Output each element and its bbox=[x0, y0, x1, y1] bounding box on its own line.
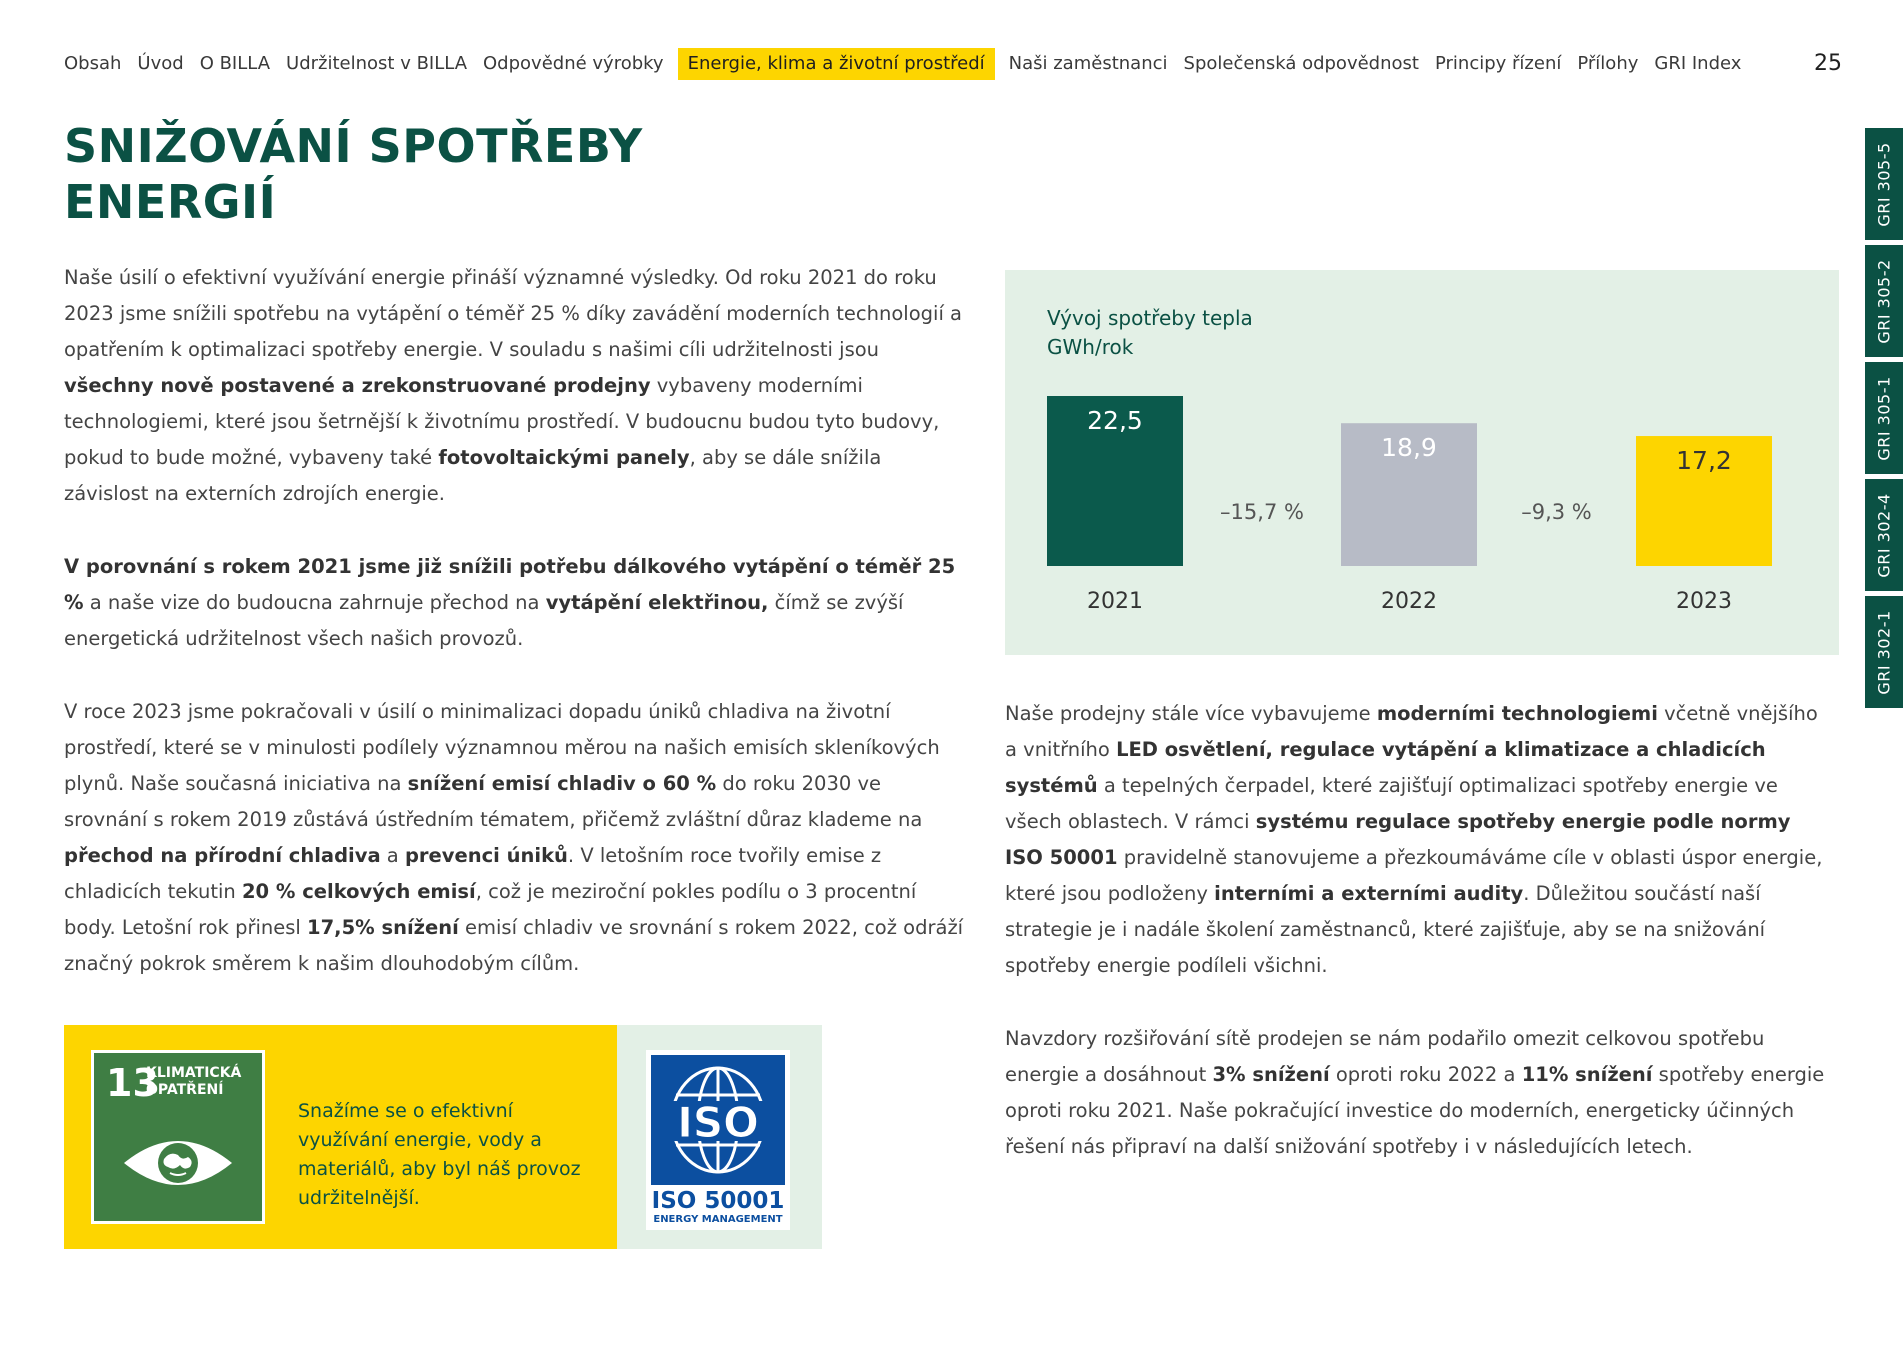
nav-menu: Obsah Úvod O BILLA Udržitelnost v BILLA Odpo… bbox=[64, 48, 1749, 80]
chart-canvas: 22,5 2021 18,9 2022 17,2 2023 –15,7 % –9,3 % bbox=[1047, 396, 1772, 614]
refrigerant-paragraph: V roce 2023 jsme pokračovali v úsilí o m… bbox=[64, 694, 964, 982]
text-run: pravidelně stanovujeme a přezkoumáváme c… bbox=[1005, 846, 1823, 905]
nav-item-8[interactable]: Společenská odpovědnost bbox=[1183, 53, 1419, 74]
gri-tab-4[interactable]: GRI 302-4 bbox=[1865, 479, 1903, 591]
technology-paragraph: Naše prodejny stále více vybavujeme mode… bbox=[1005, 696, 1835, 984]
gri-tab-label: GRI 305-5 bbox=[1874, 141, 1894, 227]
bold-text: vytápění elektřinou, bbox=[545, 591, 769, 614]
nav-item-3[interactable]: O BILLA bbox=[199, 53, 271, 74]
gri-tab-label: GRI 305-1 bbox=[1874, 375, 1894, 461]
nav-item-6[interactable]: Energie, klima a životní prostředí bbox=[677, 48, 995, 80]
bold-text: fotovoltaickými panely bbox=[438, 446, 690, 469]
bar-value-label: 18,9 bbox=[1381, 433, 1437, 462]
text-run: do roku 2030 ve srovnání s rokem 2019 zů… bbox=[64, 772, 923, 831]
nav-item-9[interactable]: Principy řízení bbox=[1434, 53, 1562, 74]
sdg-text: Snažíme se o efektivní využívání energie… bbox=[298, 1100, 581, 1209]
text-run: emisí chladiv ve srovnání s rokem 2022, … bbox=[64, 916, 964, 975]
bold-text: interními a externími audity bbox=[1214, 882, 1524, 905]
bar-2021 bbox=[1047, 396, 1183, 566]
bold-text: moderními technologiemi bbox=[1376, 702, 1658, 725]
nav-item-4[interactable]: Udržitelnost v BILLA bbox=[286, 53, 468, 74]
bar-value-label: 22,5 bbox=[1087, 406, 1143, 435]
nav-item-10[interactable]: Přílohy bbox=[1577, 53, 1639, 74]
bold-text: snížení emisí chladiv o 60 % bbox=[407, 772, 717, 795]
text-run: spotřeby energie oproti roku 2021. Naše … bbox=[1005, 1063, 1825, 1158]
bold-text: 11% snížení bbox=[1521, 1063, 1653, 1086]
bold-text: 17,5% snížení bbox=[307, 916, 459, 939]
bold-text: LED osvětlení, regulace vytápění a klima… bbox=[1005, 738, 1766, 797]
change-label: –9,3 % bbox=[1521, 500, 1592, 524]
chart-unit: GWh/rok bbox=[1047, 335, 1134, 359]
text-run: Naše prodejny stále více vybavujeme bbox=[1005, 702, 1377, 725]
text-run: V roce 2023 jsme pokračovali v úsilí o m… bbox=[64, 700, 940, 795]
text-run: vybaveny moderními technologiemi, které … bbox=[64, 374, 940, 469]
gri-tab-label: GRI 302-1 bbox=[1874, 609, 1894, 695]
iso-logo-text: ISO bbox=[677, 1098, 759, 1147]
globe-icon: ISO bbox=[657, 1066, 779, 1174]
bar-2022 bbox=[1341, 423, 1477, 566]
intro-paragraph: Naše úsilí o efektivní využívání energie… bbox=[64, 260, 964, 512]
text-run: . V letošním roce tvořily emise z chladi… bbox=[64, 844, 882, 903]
text-run: a bbox=[380, 844, 405, 867]
heating-paragraph: V porovnání s rokem 2021 jsme již snížil… bbox=[64, 549, 964, 657]
chart-title-text: Vývoj spotřeby tepla bbox=[1047, 306, 1253, 330]
text-run: , aby se dále snížila závislost na exter… bbox=[64, 446, 882, 505]
savings-paragraph: Navzdory rozšiřování sítě prodejen se ná… bbox=[1005, 1021, 1835, 1165]
x-tick-label: 2021 bbox=[1087, 589, 1143, 614]
bold-text: 3% snížení bbox=[1212, 1063, 1330, 1086]
heat-consumption-chart: Vývoj spotřeby tepla GWh/rok 22,5 2021 18,… bbox=[1005, 270, 1839, 655]
bold-text: všechny nově postavené a zrekonstruované… bbox=[64, 374, 651, 397]
text-run: Naše úsilí o efektivní využívání energie… bbox=[64, 266, 963, 361]
eye-earth-icon bbox=[124, 1141, 232, 1185]
page-title: SNIŽOVÁNÍ SPOTŘEBY ENERGIÍ bbox=[64, 118, 643, 230]
gri-tab-3[interactable]: GRI 305-1 bbox=[1865, 362, 1903, 474]
bold-text: prevenci úniků bbox=[404, 844, 568, 867]
change-label: –15,7 % bbox=[1220, 500, 1304, 524]
iso-caption-title: ISO 50001 bbox=[651, 1188, 785, 1214]
text-run: . Důležitou součástí naší strategie je i… bbox=[1005, 882, 1766, 977]
page-title-line-1: SNIŽOVÁNÍ SPOTŘEBY bbox=[64, 119, 643, 173]
nav-item-5[interactable]: Odpovědné výrobky bbox=[483, 53, 664, 74]
sdg-label: KLIMATICKÁ OPATŘENÍ bbox=[146, 1065, 242, 1098]
iso-logo-background: ISO bbox=[651, 1055, 785, 1185]
nav-item-11[interactable]: GRI Index bbox=[1654, 53, 1742, 74]
iso-callout: ISO ISO 50001 ENERGY MANAGEMENT bbox=[617, 1025, 822, 1249]
gri-tab-1[interactable]: GRI 305-5 bbox=[1865, 128, 1903, 240]
gri-tab-label: GRI 305-2 bbox=[1874, 258, 1894, 344]
x-tick-label: 2022 bbox=[1381, 589, 1437, 614]
text-run: , což je meziroční pokles podílu o 3 pro… bbox=[64, 880, 917, 939]
sdg-callout: 13 KLIMATICKÁ OPATŘENÍ Snažíme se o efek… bbox=[64, 1025, 617, 1249]
sdg-badge-background: 13 KLIMATICKÁ OPATŘENÍ bbox=[94, 1053, 262, 1221]
bar-value-label: 17,2 bbox=[1676, 446, 1732, 475]
x-tick-label: 2023 bbox=[1676, 589, 1732, 614]
nav-item-1[interactable]: Obsah bbox=[64, 53, 122, 74]
page-number: 25 bbox=[1814, 51, 1842, 76]
text-run: a tepelných čerpadel, které zajišťují op… bbox=[1005, 774, 1778, 833]
gri-tab-label: GRI 302-4 bbox=[1874, 492, 1894, 578]
bold-text: V porovnání s rokem 2021 jsme již snížil… bbox=[64, 555, 956, 614]
text-run: čímž se zvýší energetická udržitelnost v… bbox=[64, 591, 904, 650]
chart-title: Vývoj spotřeby tepla GWh/rok bbox=[1047, 304, 1253, 362]
bold-text: systému regulace spotřeby energie podle … bbox=[1005, 810, 1791, 869]
nav-item-2[interactable]: Úvod bbox=[137, 53, 184, 74]
iso-50001-logo: ISO ISO 50001 ENERGY MANAGEMENT bbox=[646, 1050, 790, 1230]
sdg-number: 13 bbox=[106, 1061, 159, 1105]
text-run: a naše vize do budoucna zahrnuje přechod… bbox=[83, 591, 546, 614]
nav-item-7[interactable]: Naši zaměstnanci bbox=[1008, 53, 1168, 74]
text-run: Navzdory rozšiřování sítě prodejen se ná… bbox=[1005, 1027, 1765, 1086]
text-run: včetně vnějšího a vnitřního bbox=[1005, 702, 1818, 761]
gri-tab-strip: GRI 305-5 GRI 305-2 GRI 305-1 GRI 302-4 GRI … bbox=[1865, 128, 1903, 713]
text-run: oproti roku 2022 a bbox=[1329, 1063, 1522, 1086]
gri-tab-5[interactable]: GRI 302-1 bbox=[1865, 596, 1903, 708]
bold-text: přechod na přírodní chladiva bbox=[64, 844, 381, 867]
bar-2023 bbox=[1636, 436, 1772, 566]
gri-tab-2[interactable]: GRI 305-2 bbox=[1865, 245, 1903, 357]
iso-caption: ISO 50001 ENERGY MANAGEMENT bbox=[646, 1188, 790, 1226]
page-title-line-2: ENERGIÍ bbox=[64, 175, 277, 229]
sdg-13-badge: 13 KLIMATICKÁ OPATŘENÍ bbox=[91, 1050, 265, 1224]
bold-text: 20 % celkových emisí bbox=[241, 880, 476, 903]
iso-caption-subtitle: ENERGY MANAGEMENT bbox=[653, 1214, 783, 1225]
